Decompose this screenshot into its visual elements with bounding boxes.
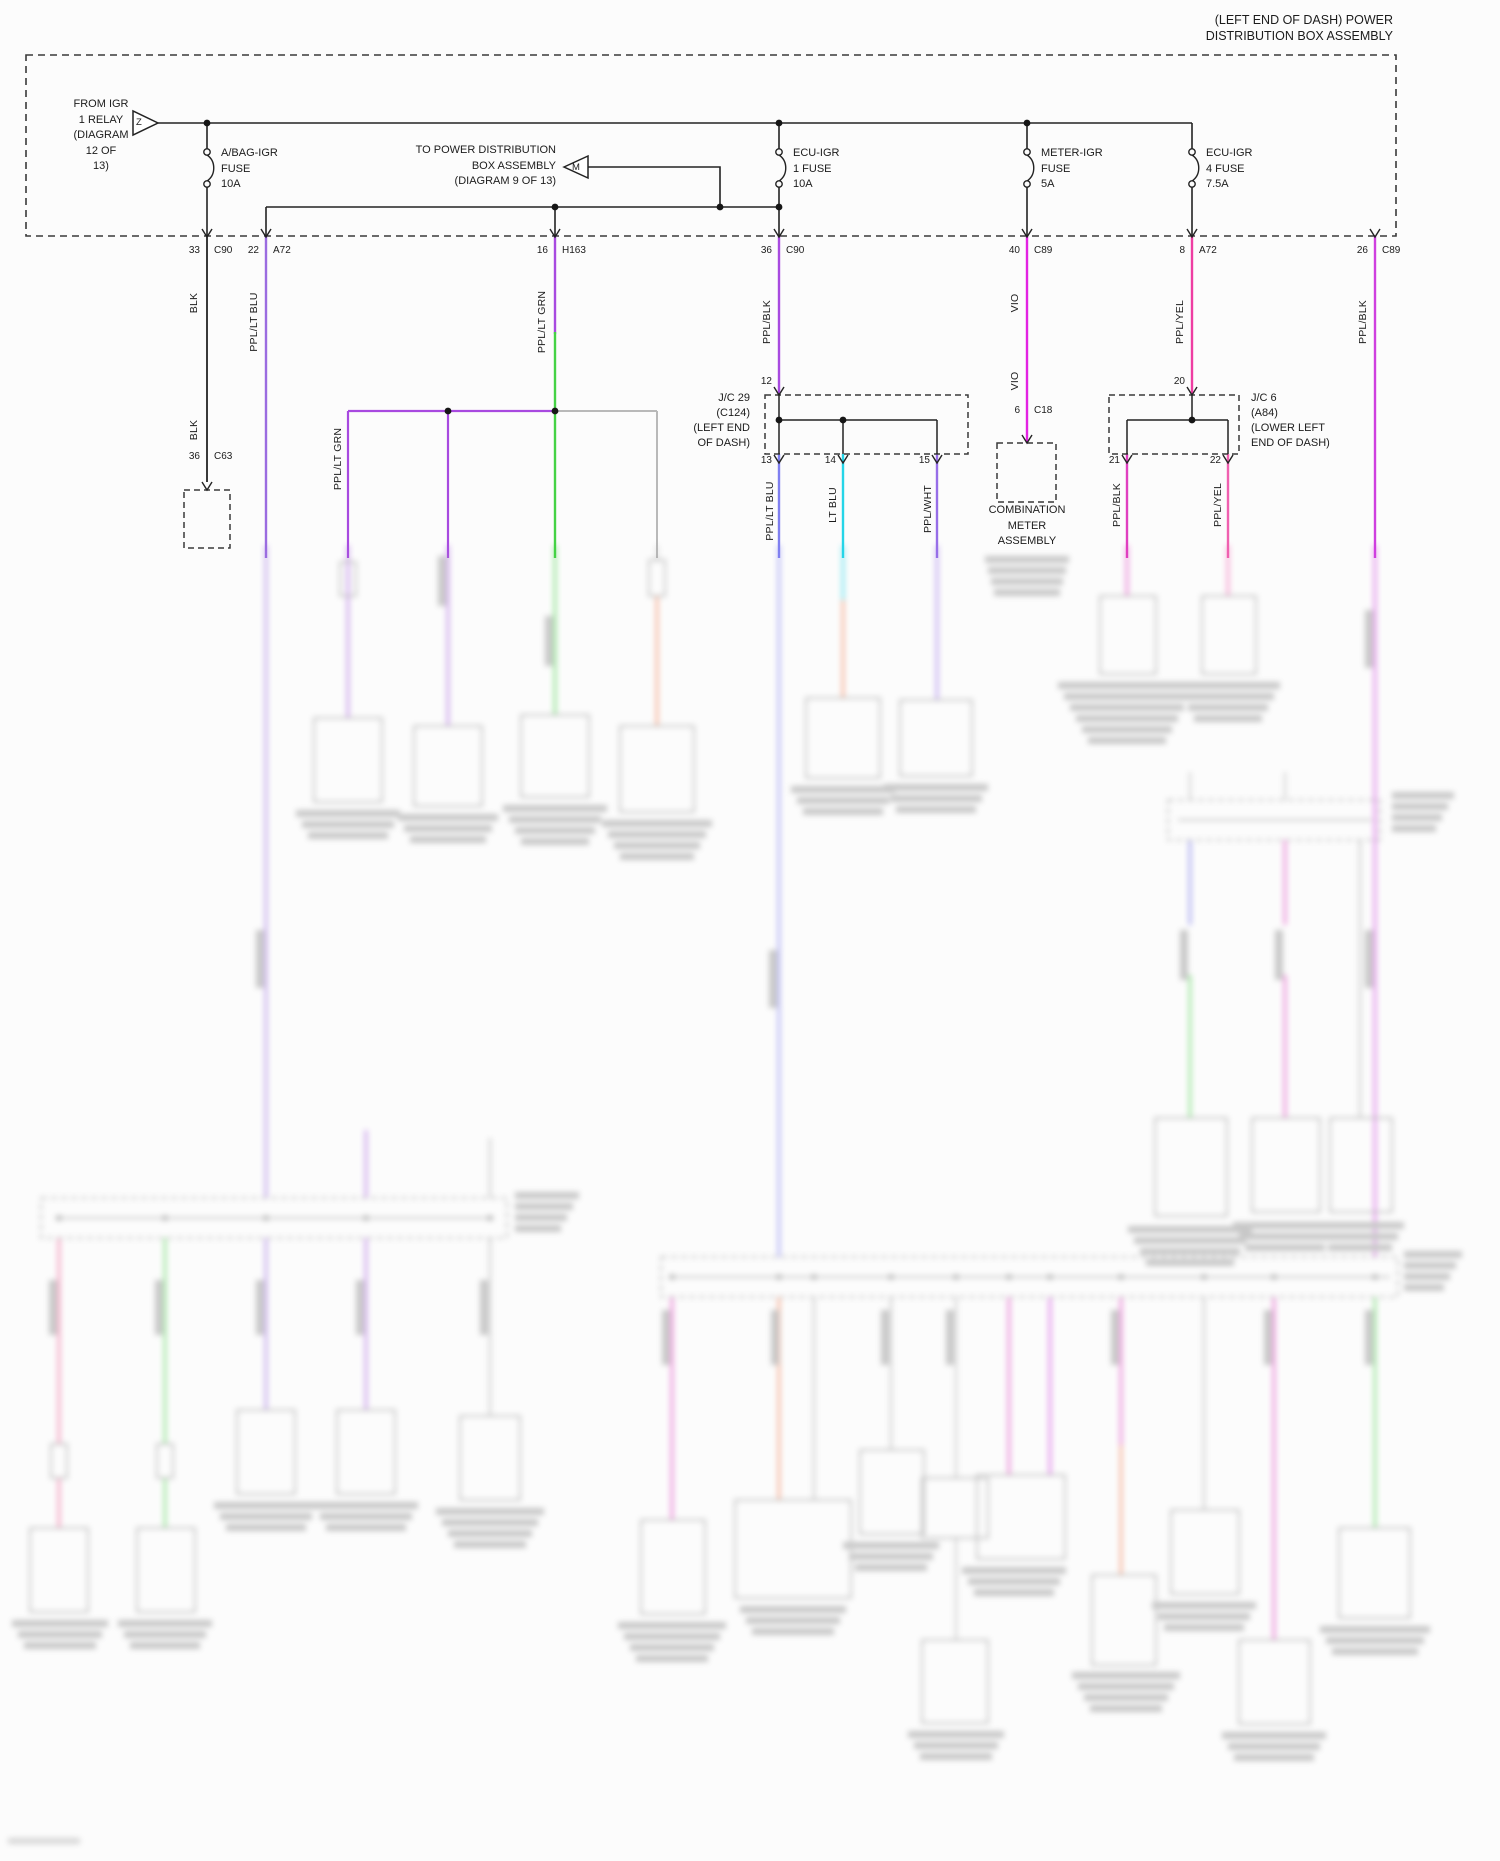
jc6-box: [1108, 394, 1240, 455]
pin-13: 13: [760, 455, 772, 466]
wire-label-ppl-blk-21: PPL/BLK: [1111, 482, 1123, 528]
wire-label-ppl-yel: PPL/YEL: [1174, 299, 1186, 345]
wire-label-ppl-lt-blu-13: PPL/LT BLU: [764, 481, 776, 541]
conn-c89: C89: [1034, 245, 1053, 256]
connector-arrows: [201, 228, 1381, 492]
to-pdb-label: TO POWER DISTRIBUTION BOX ASSEMBLY (DIAG…: [415, 144, 556, 187]
from-relay-label: FROM IGR 1 RELAY (DIAGRAM 12 OF 13): [73, 98, 129, 172]
airbag-ecu-box: [183, 489, 231, 549]
wire-label-blk-2: BLK: [188, 419, 200, 441]
jc29-title: J/C 29 (C124) (LEFT END OF DASH): [693, 392, 750, 449]
pin-15: 15: [918, 455, 930, 466]
pdb-triangle-letter: M: [572, 162, 580, 173]
relay-triangle-letter: Z: [136, 117, 142, 128]
wire-label-vio-2: VIO: [1009, 371, 1021, 391]
pin-36: 36: [760, 245, 772, 256]
pin-12: 12: [760, 376, 772, 387]
conn-c89-2: C89: [1382, 245, 1401, 256]
conn-c18: C18: [1034, 405, 1053, 416]
fuse-label-meter-igr: METER-IGR FUSE 5A: [1041, 147, 1103, 190]
pin-21: 21: [1108, 455, 1120, 466]
power-distribution-box-outline: [25, 54, 1397, 237]
pin-22-out: 22: [1209, 455, 1221, 466]
conn-c90-2: C90: [786, 245, 805, 256]
fuse-label-ecu-igr-4: ECU-IGR 4 FUSE 7.5A: [1206, 147, 1253, 190]
pin-33: 33: [188, 245, 200, 256]
fuse-label-ecu-igr-1: ECU-IGR 1 FUSE 10A: [793, 147, 840, 190]
wire-label-ppl-wht-15: PPL/WHT: [922, 484, 934, 534]
wire-label-ppl-lt-blu: PPL/LT BLU: [248, 292, 260, 352]
jc6-title: J/C 6 (A84) (LOWER LEFT END OF DASH): [1251, 392, 1330, 449]
jc-internal-links: [778, 395, 1229, 454]
from-relay-triangle-connector: [132, 109, 160, 137]
wire-label-ppl-yel-22: PPL/YEL: [1212, 482, 1224, 528]
pin-36-c63: 36: [188, 451, 200, 462]
wire-label-lt-blu-14: LT BLU: [827, 487, 839, 523]
combination-meter-label: COMBINATION METER ASSEMBLY: [988, 504, 1066, 547]
conn-c63: C63: [214, 451, 233, 462]
fuse-symbols: [203, 148, 1200, 188]
bus-lines: [158, 122, 1193, 236]
pin-8: 8: [1179, 245, 1185, 256]
conn-a72-2: A72: [1199, 245, 1217, 256]
power-box-title: (LEFT END OF DASH) POWER DISTRIBUTION BO…: [1205, 13, 1393, 43]
fuse-label-abag-igr: A/BAG-IGR FUSE 10A: [221, 147, 278, 190]
wire-label-vio: VIO: [1009, 293, 1021, 313]
conn-h163: H163: [562, 245, 586, 256]
wire-label-ppl-lt-grn-branch: PPL/LT GRN: [332, 427, 344, 491]
pin-14: 14: [824, 455, 836, 466]
pin-22: 22: [247, 245, 259, 256]
wire-label-ppl-lt-grn: PPL/LT GRN: [536, 290, 548, 354]
wire-label-ppl-blk-26: PPL/BLK: [1357, 299, 1369, 345]
junction-dots: [203, 119, 1196, 424]
pin-40: 40: [1008, 245, 1020, 256]
wire-label-blk: BLK: [188, 292, 200, 314]
conn-a72: A72: [273, 245, 291, 256]
pin-20: 20: [1173, 376, 1185, 387]
combination-meter-box: [996, 442, 1057, 503]
wire-label-ppl-blk: PPL/BLK: [761, 299, 773, 345]
jc29-box: [764, 394, 969, 455]
pin-6: 6: [1014, 405, 1020, 416]
pin-26: 26: [1356, 245, 1368, 256]
conn-c90: C90: [214, 245, 233, 256]
pin-16: 16: [536, 245, 548, 256]
